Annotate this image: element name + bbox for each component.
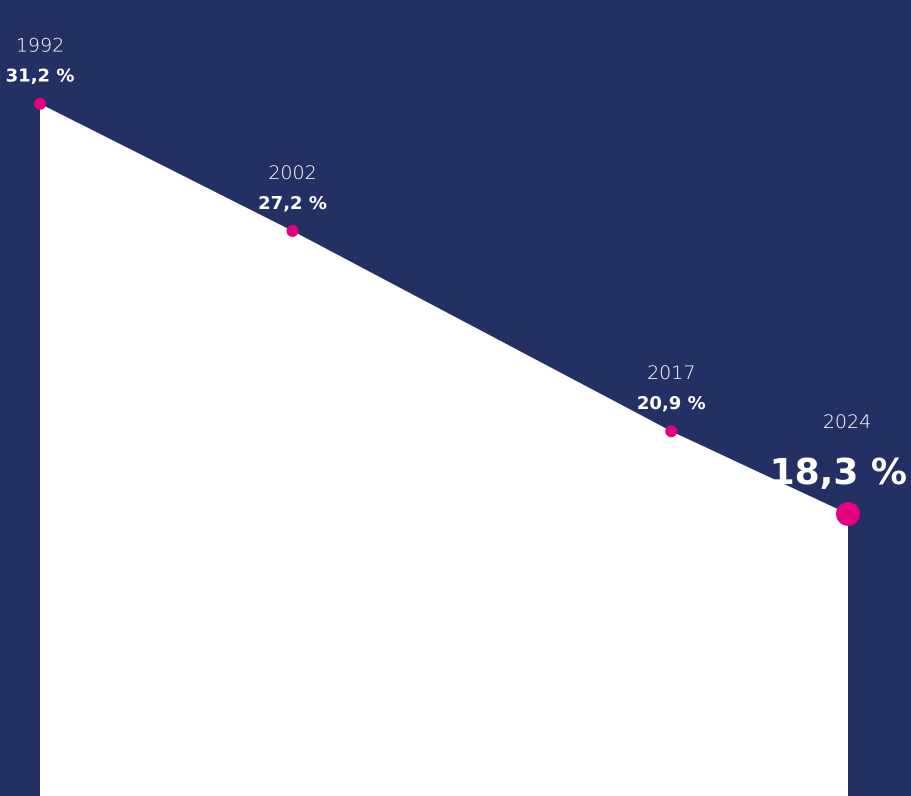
data-point-2024 xyxy=(836,501,860,526)
year-label-2002: 2002 xyxy=(268,162,316,184)
data-points xyxy=(34,97,860,526)
year-label-2024: 2024 xyxy=(823,411,871,433)
data-point-1992 xyxy=(34,97,46,110)
area-fill xyxy=(40,103,848,796)
data-labels: 1992 31,2 % 2002 27,2 % 2017 20,9 % 2024 18,3 % xyxy=(6,35,907,493)
year-label-1992: 1992 xyxy=(16,35,64,57)
data-point-2017 xyxy=(665,425,678,438)
data-point-2002 xyxy=(286,224,299,237)
value-label-2017: 20,9 % xyxy=(637,393,706,414)
value-label-1992: 31,2 % xyxy=(6,66,75,87)
value-label-2002: 27,2 % xyxy=(258,193,327,214)
year-label-2017: 2017 xyxy=(647,362,695,384)
value-label-2024: 18,3 % xyxy=(770,452,907,493)
